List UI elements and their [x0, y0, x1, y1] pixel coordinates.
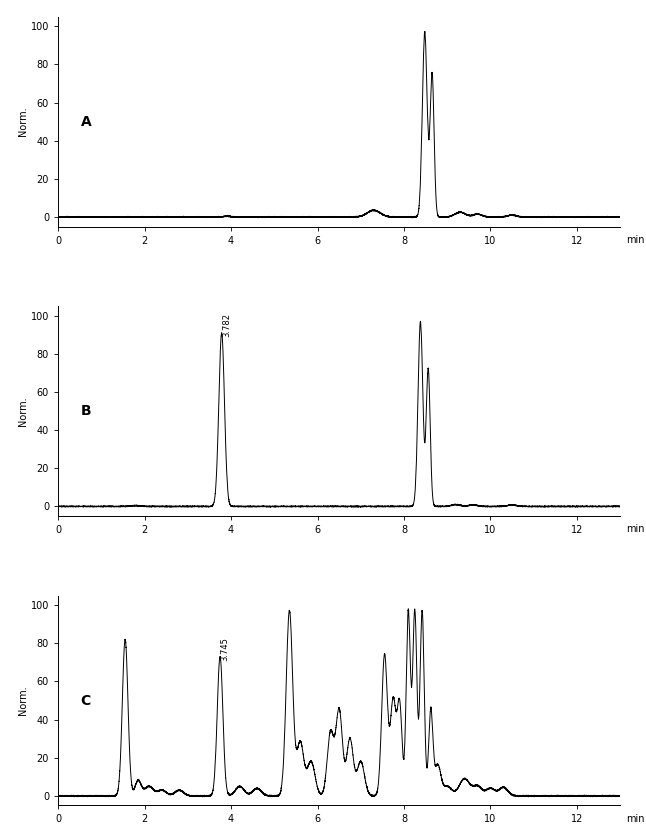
Text: A: A [81, 115, 91, 128]
Y-axis label: Norm.: Norm. [18, 107, 28, 137]
Text: min: min [626, 235, 644, 245]
Text: min: min [626, 814, 644, 824]
Text: min: min [626, 524, 644, 534]
Y-axis label: Norm.: Norm. [18, 685, 28, 716]
Text: 3.745: 3.745 [221, 637, 230, 660]
Text: C: C [81, 694, 91, 707]
Text: 3.782: 3.782 [222, 313, 231, 336]
Y-axis label: Norm.: Norm. [18, 396, 28, 426]
Text: B: B [81, 404, 91, 418]
